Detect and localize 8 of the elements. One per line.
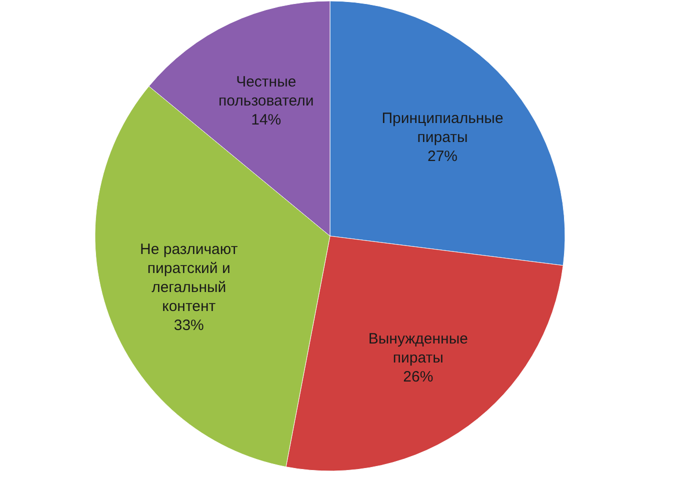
data-label: 27% [428,148,458,165]
slice-label: Не различают пиратский и легальный контент [140,240,238,315]
data-label: 26% [403,368,434,386]
data-label: 14% [251,111,282,128]
slice-label: Вынужденные пираты [368,330,468,366]
slice-label: Честные пользователи [218,73,314,110]
slice-label: Принципиальные пираты [382,110,504,146]
data-label: 33% [174,316,204,334]
